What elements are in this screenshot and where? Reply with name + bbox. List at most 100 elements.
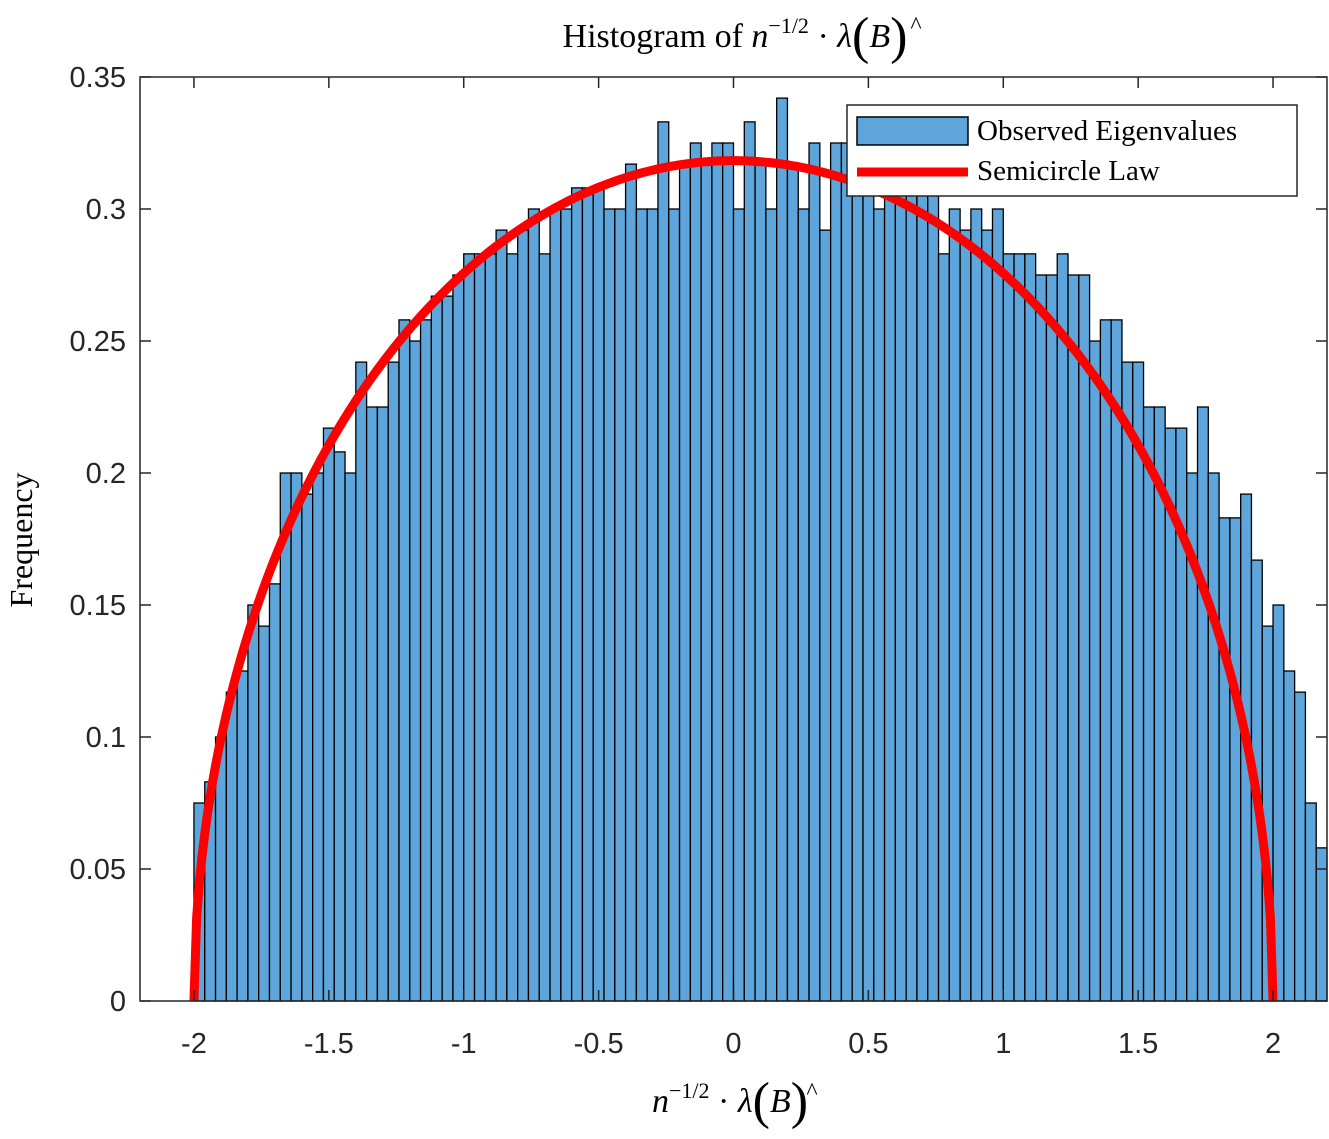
histogram-bar xyxy=(624,163,638,1002)
histogram-bar xyxy=(732,208,745,1002)
histogram-bar xyxy=(1056,253,1069,1002)
histogram-bar xyxy=(797,208,810,1002)
y-tick-label: 0.35 xyxy=(70,62,126,94)
y-tick-label: 0.05 xyxy=(70,854,126,886)
x-tick-label: -1 xyxy=(451,1028,477,1060)
histogram-bar xyxy=(225,691,238,1002)
histogram-bar xyxy=(894,163,907,1002)
x-tick-label: -1.5 xyxy=(304,1028,354,1060)
histogram-bar xyxy=(1142,406,1155,1002)
title-exponent: −1/2 xyxy=(768,13,809,38)
histogram-bar xyxy=(419,319,432,1002)
histogram-bar xyxy=(786,163,799,1002)
title-n: n xyxy=(751,18,768,55)
histogram-bar xyxy=(1218,517,1231,1002)
histogram-bar xyxy=(258,625,271,1002)
histogram-bar xyxy=(344,472,357,1002)
histogram-bar xyxy=(883,163,897,1002)
histogram-bar xyxy=(635,208,648,1002)
histogram-bar xyxy=(592,187,605,1002)
histogram-bar xyxy=(581,187,594,1002)
histogram-bar xyxy=(862,142,875,1002)
xlabel-close-paren: ) xyxy=(791,1073,808,1130)
histogram-bar xyxy=(1283,670,1296,1002)
histogram-bar xyxy=(1315,847,1328,1002)
x-tick-label: 0.5 xyxy=(848,1028,888,1060)
legend-label-observed: Observed Eigenvalues xyxy=(977,115,1237,147)
y-tick-label: 0.25 xyxy=(70,326,126,358)
semicircle-curve xyxy=(189,156,1278,1002)
histogram-bar xyxy=(506,253,519,1002)
legend: Observed Eigenvalues Semicircle Law xyxy=(846,104,1298,197)
histogram-bar xyxy=(268,583,281,1002)
xlabel-dot: · xyxy=(710,1083,738,1120)
y-tick-label: 0 xyxy=(110,986,126,1018)
histogram-bar xyxy=(959,229,972,1002)
x-tick-label: 1 xyxy=(995,1028,1011,1060)
histogram-bar xyxy=(1067,274,1080,1002)
histogram-bar xyxy=(1196,406,1209,1002)
histogram-bar xyxy=(657,121,670,1002)
xlabel-lambda: λ xyxy=(737,1083,753,1120)
histogram-bar xyxy=(355,361,368,1002)
histogram-bar xyxy=(1024,253,1037,1002)
histogram-bar xyxy=(538,253,551,1002)
y-axis-label: Frequency xyxy=(3,472,39,607)
histogram-bar xyxy=(1002,253,1015,1002)
histogram-bar xyxy=(603,208,616,1002)
histogram-bar xyxy=(1088,340,1102,1002)
histogram-bar xyxy=(1304,802,1317,1002)
histogram-bar xyxy=(322,427,335,1002)
title-b: B xyxy=(869,18,890,55)
histogram-bar xyxy=(678,163,691,1002)
histogram-bar xyxy=(765,208,778,1002)
x-axis: -2 -1.5 -1 -0.5 0 0.5 1 1.5 2 xyxy=(181,77,1281,1060)
y-axis: 0 0.05 0.1 0.15 0.2 0.25 0.3 0.35 xyxy=(70,62,1327,1018)
xlabel-exponent: −1/2 xyxy=(669,1078,710,1103)
histogram-bar xyxy=(1013,253,1026,1002)
histogram-bar xyxy=(646,208,659,1002)
histogram-bar xyxy=(1078,274,1091,1002)
histogram-bar xyxy=(560,208,573,1002)
histogram-bar xyxy=(614,208,627,1002)
histogram-bar xyxy=(333,451,346,1002)
histogram-bar xyxy=(1207,472,1220,1002)
x-tick-label: 1.5 xyxy=(1118,1028,1158,1060)
histogram-bar xyxy=(722,142,735,1002)
title-lambda: λ xyxy=(836,18,852,55)
histogram-bar xyxy=(948,208,961,1002)
histogram-bar xyxy=(981,229,994,1002)
histogram-bar xyxy=(570,187,584,1002)
y-tick-label: 0.3 xyxy=(86,194,126,226)
histogram-bar xyxy=(776,97,789,1002)
histogram-bar xyxy=(452,274,465,1002)
title-open-paren: ( xyxy=(852,8,869,65)
x-tick-label: 0 xyxy=(725,1028,741,1060)
histogram-bar xyxy=(711,142,724,1002)
histogram-bar xyxy=(484,253,497,1002)
histogram-bar xyxy=(991,208,1004,1002)
histogram-bar xyxy=(829,142,843,1002)
x-axis-label: n−1/2 · λ(B) xyxy=(652,1073,808,1130)
histogram-bar xyxy=(970,208,983,1002)
title-prefix: Histogram of xyxy=(563,18,752,55)
chart-title: Histogram of n−1/2 · λ(B) xyxy=(563,8,908,65)
histogram-bar xyxy=(365,406,379,1002)
histogram-bar xyxy=(1121,361,1134,1002)
histogram-bar xyxy=(905,187,918,1002)
histogram-bar xyxy=(376,406,389,1002)
x-tick-label: 2 xyxy=(1265,1028,1281,1060)
histogram-bar xyxy=(754,163,767,1002)
histogram-bar xyxy=(927,187,940,1002)
histogram-bar xyxy=(819,229,832,1002)
legend-label-semicircle: Semicircle Law xyxy=(977,155,1160,187)
histogram-bar xyxy=(398,319,411,1002)
histogram-bar xyxy=(1045,274,1058,1002)
histogram-bar xyxy=(387,361,400,1002)
histogram-bar xyxy=(1229,517,1242,1002)
y-tick-label: 0.2 xyxy=(86,458,126,490)
xlabel-open-paren: ( xyxy=(753,1073,770,1130)
x-tick-label: -2 xyxy=(181,1028,207,1060)
histogram-bar xyxy=(700,163,713,1002)
